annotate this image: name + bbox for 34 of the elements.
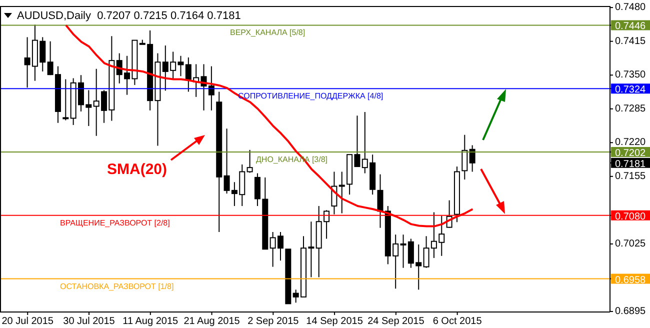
x-tick-label: 6 Oct 2015 [432,316,482,328]
y-tick-label: 0.7181 [615,158,646,170]
y-tick-label: 0.7285 [615,103,646,114]
ref-line-label: ВРАЩЕНИЕ_РАЗВОРОТ [2/8] [60,218,170,228]
x-tick-label: 20 Jul 2015 [2,316,54,328]
y-tick-label: 0.7080 [615,211,646,222]
y-tick-label: 0.6958 [615,274,646,286]
x-tick-label: 2 Sep 2015 [248,316,300,328]
candlestick [462,134,468,180]
y-tick-label: 0.7220 [615,137,646,148]
x-tick-label: 14 Sep 2015 [306,316,364,328]
ref-line-label: ОСТАНОВКА_РАЗВОРОТ [1/8] [60,282,174,291]
candlestick [469,144,476,172]
y-tick-label: 0.7446 [615,21,646,32]
candlestick [377,174,384,228]
y-tick-label: 0.7324 [615,84,646,96]
y-tick-label: 0.7480 [615,2,646,14]
x-tick-label: 11 Aug 2015 [122,316,179,328]
candlestick [62,78,69,121]
x-tick-label: 24 Sep 2015 [368,316,425,328]
ref-line-label: ВЕРХ_КАНАЛА [5/8] [230,28,306,38]
chart-title: AUDUSD,Daily 0.7207 0.7215 0.7164 0.7181 [17,10,241,22]
x-tick-label: 21 Aug 2015 [184,316,240,328]
y-tick-label: 0.7202 [615,148,646,159]
y-tick-label: 0.7415 [615,36,646,47]
y-tick-label: 0.7350 [615,70,646,81]
y-tick-label: 0.7025 [615,238,646,250]
candlestick [338,171,345,214]
candlestick [246,149,253,174]
y-tick-label: 0.6895 [615,306,646,317]
x-tick-label: 30 Jul 2015 [63,316,116,328]
y-tick-label: 0.7155 [615,170,646,182]
candlestick [254,172,260,207]
annotation: SMA(20) [107,161,168,178]
